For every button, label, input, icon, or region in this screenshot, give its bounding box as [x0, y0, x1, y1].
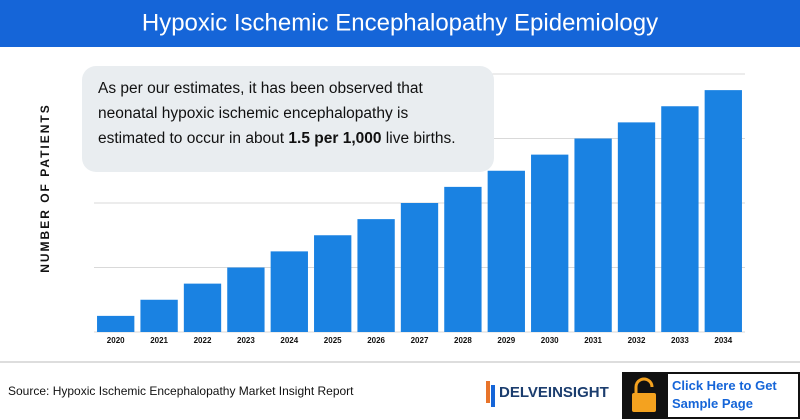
chart-title: Hypoxic Ischemic Encephalopathy Epidemio… — [142, 9, 658, 36]
callout-bold: 1.5 per 1,000 — [288, 130, 382, 147]
bar — [97, 315, 135, 332]
bar — [574, 138, 612, 332]
bar — [487, 170, 525, 332]
bar — [183, 283, 222, 332]
x-tick-label: 2022 — [194, 336, 212, 345]
x-tick-label: 2023 — [237, 336, 255, 345]
callout: As per our estimates, it has been observ… — [82, 66, 494, 172]
bar — [617, 122, 656, 332]
x-tick-label: 2032 — [628, 336, 646, 345]
bar — [357, 219, 395, 332]
x-tick-label: 2021 — [150, 336, 168, 345]
logo: DELVEINSIGHT — [486, 381, 609, 407]
bar — [444, 186, 482, 332]
x-tick-label: 2033 — [671, 336, 689, 345]
logo-mark — [486, 381, 490, 403]
x-tick-label: 2031 — [584, 336, 602, 345]
x-tick-label: 2020 — [107, 336, 125, 345]
bar — [270, 251, 308, 332]
bar — [227, 267, 265, 332]
x-tick-label: 2028 — [454, 336, 472, 345]
x-tick-label: 2027 — [411, 336, 429, 345]
x-tick-label: 2024 — [280, 336, 298, 345]
lock-shackle — [634, 377, 654, 393]
bar — [704, 90, 742, 332]
x-tick-label: 2030 — [541, 336, 559, 345]
bar — [314, 235, 352, 332]
bar — [531, 154, 569, 332]
bar — [661, 106, 699, 332]
button-label[interactable]: Click Here to Get Sample Page — [672, 378, 777, 411]
logo-text: DELVEINSIGHT — [499, 384, 609, 401]
bar — [400, 203, 439, 332]
source: Source: Hypoxic Ischemic Encephalopathy … — [8, 384, 354, 398]
x-tick-label: 2034 — [714, 336, 732, 345]
header-bar — [0, 0, 800, 47]
sample-button[interactable]: Click Here to Get Sample Page — [622, 372, 800, 419]
y-axis-label: NUMBER OF PATIENTS — [38, 103, 52, 273]
lock-body — [632, 393, 656, 412]
bar — [140, 299, 178, 332]
x-tick-label: 2029 — [497, 336, 515, 345]
callout-text: As per our estimates, it has been observ… — [98, 80, 423, 147]
logo-mark — [491, 385, 495, 407]
x-tick-label: 2025 — [324, 336, 342, 345]
button-label-box: Click Here to Get Sample Page — [672, 378, 777, 411]
x-tick-label: 2026 — [367, 336, 385, 345]
callout-text: live births. — [381, 130, 456, 147]
